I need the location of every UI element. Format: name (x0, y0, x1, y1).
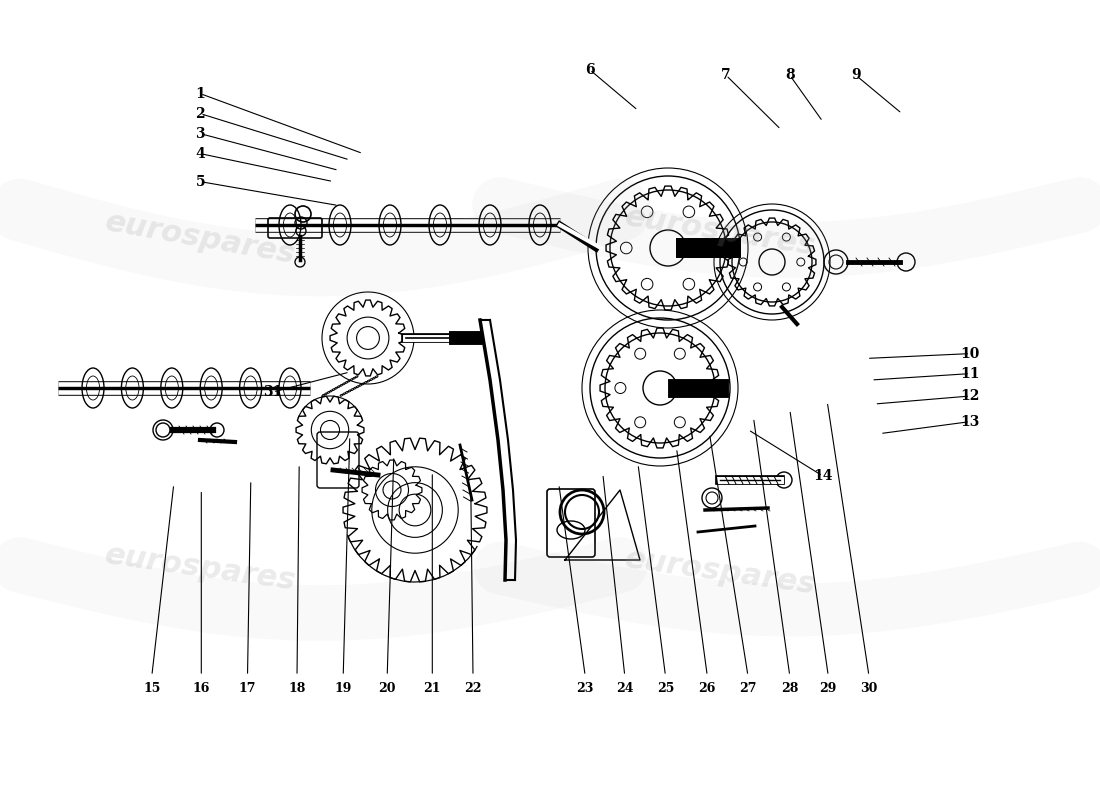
Text: 1: 1 (196, 86, 205, 101)
Text: 31: 31 (263, 385, 283, 399)
Text: 3: 3 (196, 126, 205, 141)
Text: 16: 16 (192, 682, 210, 694)
Text: 27: 27 (739, 682, 757, 694)
Text: 23: 23 (576, 682, 594, 694)
Text: 14: 14 (813, 469, 833, 483)
Text: 10: 10 (960, 346, 980, 361)
Text: 22: 22 (464, 682, 482, 694)
Text: eurospares: eurospares (623, 544, 817, 600)
Text: 28: 28 (781, 682, 799, 694)
Text: 26: 26 (698, 682, 716, 694)
Text: 15: 15 (143, 682, 161, 694)
Text: 18: 18 (288, 682, 306, 694)
Text: 5: 5 (196, 174, 205, 189)
Text: 11: 11 (960, 366, 980, 381)
Text: 12: 12 (960, 389, 980, 403)
Text: 6: 6 (585, 62, 594, 77)
Text: 25: 25 (657, 682, 674, 694)
Text: 13: 13 (960, 414, 980, 429)
Text: 24: 24 (616, 682, 634, 694)
Text: 17: 17 (239, 682, 256, 694)
Text: 30: 30 (860, 682, 878, 694)
Text: eurospares: eurospares (102, 540, 297, 596)
Text: 4: 4 (196, 146, 205, 161)
Text: eurospares: eurospares (102, 207, 297, 269)
Text: eurospares: eurospares (623, 202, 817, 262)
Text: 20: 20 (378, 682, 396, 694)
Text: 9: 9 (851, 68, 860, 82)
Text: 2: 2 (196, 106, 205, 121)
Text: 7: 7 (722, 68, 730, 82)
Text: 29: 29 (820, 682, 837, 694)
Text: 21: 21 (424, 682, 441, 694)
Text: 19: 19 (334, 682, 352, 694)
Text: 8: 8 (785, 68, 794, 82)
